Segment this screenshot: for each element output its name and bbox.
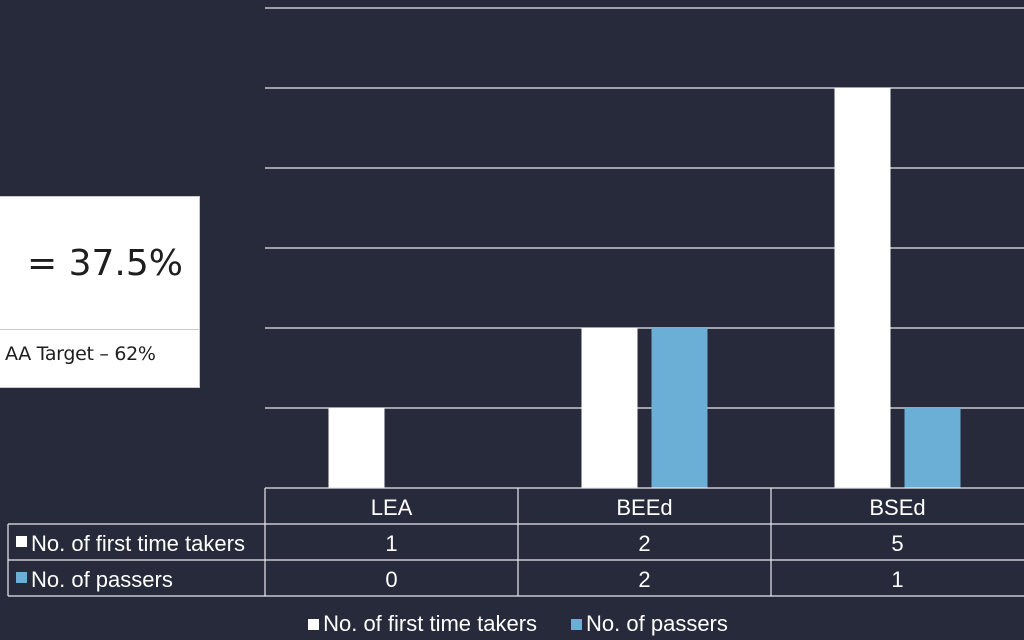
callout-divider	[0, 329, 199, 330]
table-cell-passers-lea: 0	[385, 567, 397, 592]
chart-legend: No. of first time takers No. of passers	[0, 608, 1024, 640]
data-table: LEA BEEd BSEd No. of first time takers 1 2 5 No…	[7, 487, 1024, 597]
bar-passers-bsed	[904, 408, 961, 488]
table-swatch-passers	[16, 572, 27, 583]
table-cell-passers-beed: 2	[638, 567, 650, 592]
bar-takers-beed	[581, 328, 638, 488]
table-cell-takers-bsed: 5	[891, 531, 903, 556]
legend-swatch-passers	[571, 618, 583, 630]
legend-swatch-takers	[308, 618, 320, 630]
category-label-bsed: BSEd	[869, 495, 925, 520]
target-label: AA Target – 62%	[5, 343, 156, 365]
table-cell-passers-bsed: 1	[891, 567, 903, 592]
table-row-label-takers: No. of first time takers	[31, 531, 245, 556]
gridlines	[265, 7, 1024, 409]
table-cell-takers-lea: 1	[385, 531, 397, 556]
pass-rate-callout: = 37.5% AA Target – 62%	[0, 196, 200, 388]
bar-takers-bsed	[834, 88, 891, 488]
legend-item-takers: No. of first time takers	[308, 611, 537, 637]
table-cell-takers-beed: 2	[638, 531, 650, 556]
bar-passers-beed	[651, 328, 708, 488]
bars	[328, 88, 961, 488]
pass-rate-value: = 37.5%	[27, 242, 183, 284]
bar-chart: LEA BEEd BSEd No. of first time takers 1 2 5 No…	[7, 7, 1024, 597]
category-label-beed: BEEd	[616, 495, 672, 520]
table-row-label-passers: No. of passers	[31, 567, 173, 592]
legend-item-passers: No. of passers	[571, 611, 728, 637]
category-label-lea: LEA	[371, 495, 413, 520]
legend-label-takers: No. of first time takers	[323, 611, 538, 636]
bar-takers-lea	[328, 408, 385, 488]
table-swatch-takers	[16, 536, 27, 547]
legend-label-passers: No. of passers	[586, 611, 728, 636]
